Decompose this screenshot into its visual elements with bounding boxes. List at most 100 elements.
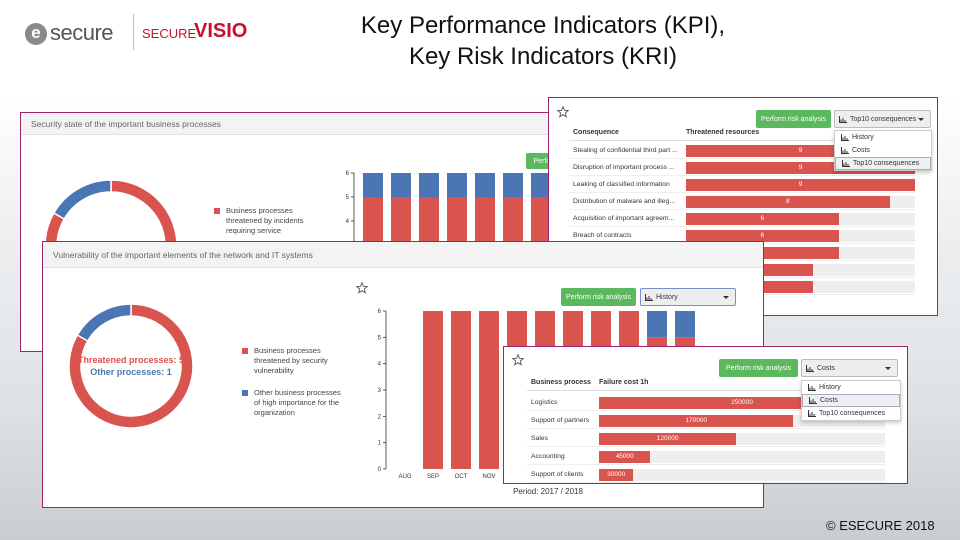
risk-analysis-button[interactable]: Perform risk analysis [756, 110, 831, 128]
bar-value: 9 [798, 164, 803, 171]
y-tick-label: 1 [378, 441, 382, 447]
bar-track: 30000 [599, 469, 885, 481]
bar [686, 230, 839, 242]
legend-text: Other business processes of high importa… [254, 388, 341, 417]
logo-brand: secure [50, 20, 114, 45]
chart-icon-shape [839, 115, 847, 123]
legend-text: Business processes threatened by inciden… [226, 206, 304, 235]
bar-segment [475, 173, 495, 197]
menu-item-label: Costs [820, 397, 838, 404]
bar-segment [479, 311, 499, 469]
bar-value: 6 [760, 215, 765, 222]
panel-heading: Vulnerability of the important elements … [43, 242, 763, 268]
dropdown-caret [918, 117, 924, 121]
dropdown-menu: History Costs Top10 consequences [801, 380, 901, 421]
row-rule [569, 175, 915, 176]
column-header: Failure cost 1h [599, 379, 649, 386]
logo-divider [133, 14, 134, 50]
dropdown-caret [885, 366, 891, 370]
bar-value: 30000 [607, 471, 626, 478]
legend-swatch [242, 390, 248, 396]
chart-icon [645, 293, 653, 301]
star-shape [356, 282, 368, 294]
chart-icon [808, 410, 816, 417]
favorite-star[interactable] [356, 282, 368, 294]
bar [599, 469, 634, 481]
bar-segment [675, 311, 695, 338]
x-tick-label: SEP [427, 474, 439, 480]
legend-swatch [214, 208, 220, 214]
donut-segment [68, 303, 194, 429]
bar-segment [503, 173, 523, 197]
menu-item[interactable]: History [802, 381, 900, 394]
bar-track: 8 [686, 196, 915, 208]
column-header: Consequence [573, 129, 619, 136]
x-tick-label: OCT [455, 474, 468, 480]
bar-value: 120000 [656, 435, 679, 442]
y-tick-label: 5 [346, 195, 350, 201]
chart-icon [806, 364, 814, 372]
menu-item[interactable]: Top10 consequences [835, 157, 931, 170]
menu-item[interactable]: Costs [835, 144, 931, 157]
header-rule [527, 390, 885, 391]
y-tick-label: 2 [378, 414, 382, 420]
row-name: Acquisition of important agreem... [573, 215, 675, 222]
menu-item-label: Costs [852, 147, 870, 154]
row-name: Support of partners [531, 417, 590, 424]
bar [686, 179, 915, 191]
bar [686, 213, 839, 225]
menu-item-label: History [852, 134, 874, 141]
chart-icon [841, 134, 849, 141]
view-dropdown[interactable]: Costs [801, 359, 898, 377]
bar-segment [363, 173, 383, 197]
dropdown-label: Costs [817, 364, 835, 372]
x-tick-label: NOV [482, 474, 495, 480]
risk-analysis-button[interactable]: Perform risk analysis [719, 359, 798, 377]
bar [599, 433, 737, 445]
row-rule [527, 428, 885, 429]
dropdown-label: Top10 consequences [850, 115, 917, 123]
bar-track: 9 [686, 179, 915, 191]
donut-segment [52, 179, 112, 221]
row-name: Sales [531, 435, 549, 442]
chart-icon-shape [806, 364, 814, 372]
menu-item-label: Top10 consequences [819, 410, 886, 417]
star-shape [512, 354, 524, 366]
favorite-star[interactable] [557, 106, 569, 118]
dropdown-label: History [656, 293, 678, 301]
row-rule [569, 226, 915, 227]
bar-value: 9 [798, 181, 803, 188]
bar [686, 196, 890, 208]
favorite-star[interactable] [512, 354, 524, 366]
view-dropdown[interactable]: History [640, 288, 736, 306]
bar-segment [451, 311, 471, 469]
period-label: Period: 2017 / 2018 [513, 487, 583, 496]
chart-icon [808, 384, 816, 391]
view-dropdown[interactable]: Top10 consequences [834, 110, 931, 128]
donut-label: Threatened processes: 5 [78, 355, 184, 365]
menu-item[interactable]: Costs [802, 394, 900, 407]
row-name: Support of clients [531, 471, 584, 478]
row-name: Leaking of classified information [573, 181, 670, 188]
chart-icon [841, 147, 849, 154]
chart-icon-shape [841, 134, 849, 141]
panel: Perform risk analysis Costs Business proce… [503, 346, 908, 484]
row-rule [569, 192, 915, 193]
risk-analysis-button[interactable]: Perform risk analysis [561, 288, 636, 306]
row-rule [527, 482, 885, 483]
bar-value: 8 [785, 198, 790, 205]
menu-item[interactable]: History [835, 131, 931, 144]
chart-icon [839, 115, 847, 123]
menu-item-label: History [819, 384, 841, 391]
logo-secure: SECURE [142, 26, 197, 41]
bar-track: 6 [686, 230, 915, 242]
legend-text: Business processes threatened by securit… [254, 346, 328, 375]
bar-segment [647, 311, 667, 338]
menu-item[interactable]: Top10 consequences [802, 407, 900, 420]
menu-item-label: Top10 consequences [853, 160, 920, 167]
y-tick-label: 6 [378, 309, 382, 315]
title-line: Key Performance Indicators (KPI), [360, 12, 726, 39]
donut-chart: Threatened processes: 5 Other processes: … [68, 303, 194, 429]
chart-icon-shape [841, 147, 849, 154]
